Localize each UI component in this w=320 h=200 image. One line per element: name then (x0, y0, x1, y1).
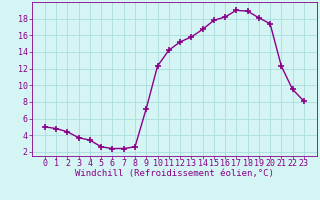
X-axis label: Windchill (Refroidissement éolien,°C): Windchill (Refroidissement éolien,°C) (75, 169, 274, 178)
